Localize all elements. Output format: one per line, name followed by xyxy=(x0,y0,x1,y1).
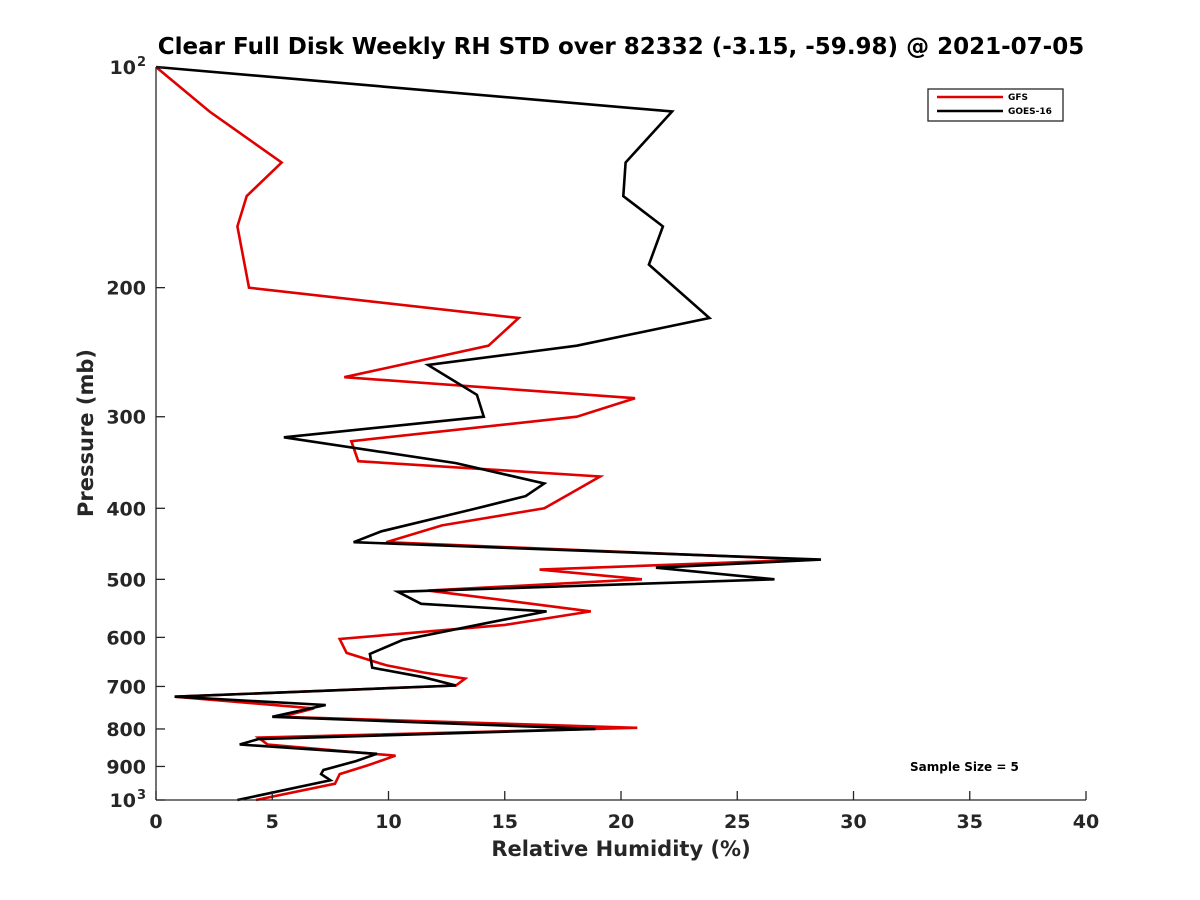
y-tick-label: 600 xyxy=(106,627,146,649)
x-tick-label: 25 xyxy=(724,811,750,833)
x-tick-label: 5 xyxy=(266,811,279,833)
y-tick-label: 800 xyxy=(106,719,146,741)
y-tick-exponent: 3 xyxy=(137,788,146,803)
series-layer xyxy=(155,65,822,802)
y-tick-label: 10 xyxy=(110,57,136,79)
plot-area: 0 5 10 15 20 25 30 35 40 10 220030040050060070080… xyxy=(106,55,1099,833)
legend-label-goes16: GOES-16 xyxy=(1008,107,1052,117)
legend-label-gfs: GFS xyxy=(1008,93,1028,103)
y-tick-label: 900 xyxy=(106,756,146,778)
x-tick-label: 0 xyxy=(149,811,162,833)
x-tick-label: 30 xyxy=(840,811,866,833)
y-tick-exponent: 2 xyxy=(137,55,146,70)
legend: GFS GOES-16 xyxy=(927,88,1064,122)
y-tick-label: 300 xyxy=(106,407,146,429)
x-tick-label: 35 xyxy=(957,811,983,833)
y-tick-label: 400 xyxy=(106,498,146,520)
y-tick-label: 10 xyxy=(110,790,136,812)
x-tick-label: 20 xyxy=(608,811,634,833)
chart-title: Clear Full Disk Weekly RH STD over 82332… xyxy=(158,34,1084,60)
x-ticks: 0 5 10 15 20 25 30 35 40 xyxy=(149,791,1099,833)
y-axis-label: Pressure (mb) xyxy=(74,349,98,517)
y-tick-label: 700 xyxy=(106,676,146,698)
y-tick-label: 500 xyxy=(106,569,146,591)
legend-box xyxy=(927,88,1064,122)
x-tick-label: 10 xyxy=(375,811,401,833)
x-tick-label: 15 xyxy=(492,811,518,833)
sample-size-annotation: Sample Size = 5 xyxy=(910,760,1019,774)
series-line-goes16 xyxy=(155,65,822,802)
y-tick-label: 200 xyxy=(106,278,146,300)
x-tick-label: 40 xyxy=(1073,811,1099,833)
x-axis-label: Relative Humidity (%) xyxy=(491,837,750,861)
